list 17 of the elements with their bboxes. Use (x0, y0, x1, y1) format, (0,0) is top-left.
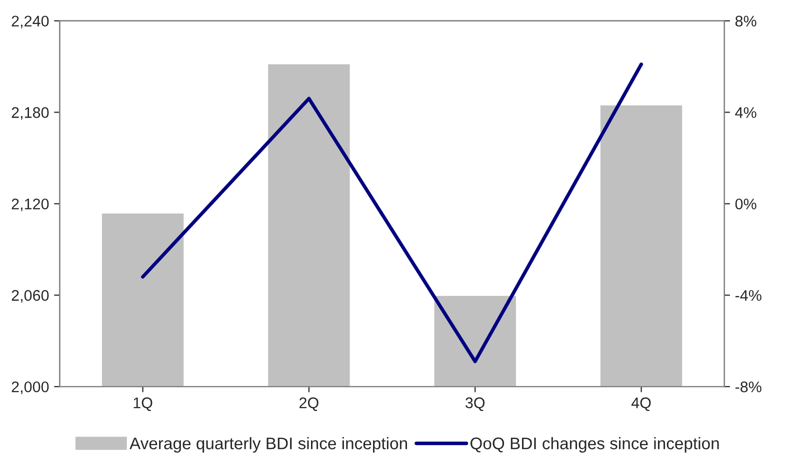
x-tick-label: 1Q (134, 397, 152, 411)
x-tick-label: 4Q (631, 397, 651, 411)
y2-tick-label: 8% (735, 16, 756, 27)
y2-tick-label: 0% (735, 198, 756, 210)
x-tick-label: 3Q (466, 397, 485, 411)
y2-tick-label: -8% (735, 381, 762, 392)
y-tick-label: 2,000 (12, 381, 49, 394)
x-tick-label: 2Q (300, 397, 318, 411)
y2-tick-label: 4% (735, 107, 756, 118)
y-tick-label: 2,120 (12, 198, 49, 212)
y-tick-label: 2,240 (12, 16, 49, 28)
line-series (141, 62, 644, 364)
y-tick-label: 2,180 (12, 107, 49, 120)
y-tick-label: 2,060 (12, 290, 49, 303)
y2-tick-label: -4% (735, 290, 762, 301)
legend-label: QoQ BDI changes since inception (470, 437, 719, 453)
legend-label: Average quarterly BDI since inception (130, 437, 407, 453)
